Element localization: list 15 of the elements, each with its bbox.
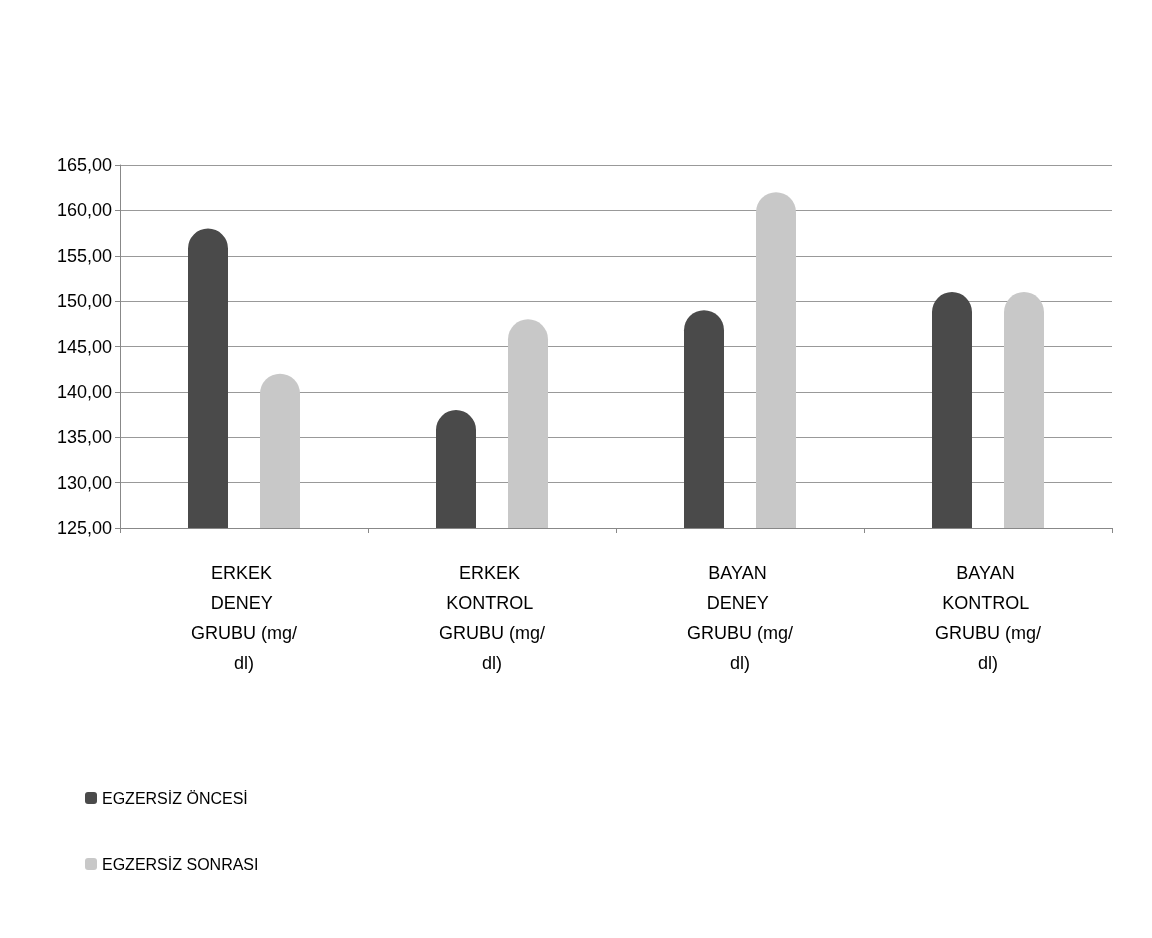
- legend-label: EGZERSİZ ÖNCESİ: [102, 788, 248, 807]
- x-tick-label: BAYAN KONTROL GRUBU (mg/dl): [934, 563, 1042, 673]
- y-tick-label: 140,00: [56, 381, 112, 402]
- y-tick-label: 145,00: [56, 336, 112, 357]
- legend-label: EGZERSİZ SONRASI: [102, 854, 259, 873]
- y-tick-label: 130,00: [56, 472, 112, 493]
- y-tick-label: 160,00: [56, 200, 112, 221]
- y-tick-label: 165,00: [56, 155, 112, 175]
- y-tick-label: 155,00: [56, 245, 112, 266]
- y-tick-label: 135,00: [56, 427, 112, 448]
- x-tick-label: BAYAN DENEY GRUBU (mg/dl): [686, 563, 794, 673]
- x-tick-label: ERKEK KONTROL GRUBU (mg/dl): [438, 563, 546, 673]
- y-tick-label: 150,00: [56, 291, 112, 312]
- x-tick-label: ERKEK DENEY GRUBU (mg/dl): [190, 563, 298, 673]
- y-tick-label: 125,00: [56, 518, 112, 538]
